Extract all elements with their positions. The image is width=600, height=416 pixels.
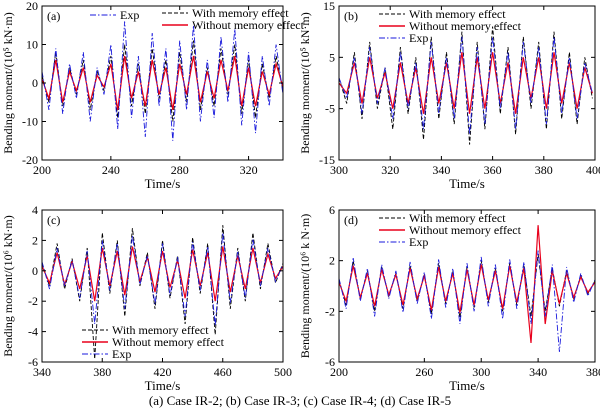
series-line-without [42,246,283,302]
y-tick-label: -6 [28,355,38,369]
legend-label-with: With memory effect [409,211,506,225]
y-tick-label: 6 [329,203,335,217]
y-tick-label: -5 [325,102,335,116]
series-group [339,225,595,352]
y-tick-label: 4 [32,203,38,217]
x-tick-label: 340 [432,163,450,177]
x-tick-label: 300 [472,365,490,379]
legend-label-with: With memory effect [112,323,209,337]
y-tick-label: 2 [329,254,335,268]
figure-caption: (a) Case IR-2; (b) Case IR-3; (c) Case I… [148,393,452,408]
x-tick-label: 380 [535,163,553,177]
x-axis-label: Time/s [449,176,485,191]
legend-label-with: With memory effect [192,6,289,20]
y-tick-label: 20 [26,0,38,13]
series-line-exp [42,232,283,326]
x-tick-label: 460 [214,365,232,379]
y-tick-label: 15 [323,0,335,13]
y-axis-label: Bending moment/(10⁶ k N·m) [298,214,312,359]
series-group [339,26,593,145]
x-tick-label: 320 [381,163,399,177]
x-tick-label: 340 [529,365,547,379]
legend-label-without: Without memory effect [192,18,305,32]
legend-label-without: Without memory effect [112,335,225,349]
y-tick-label: -2 [28,294,38,308]
series-line-exp [339,250,595,352]
x-axis-label: Time/s [449,378,485,393]
chart-panel-1: 200 240 280 320 -20 -10 0 10 20 Time/s Bending mom… [1,0,305,191]
series-line-exp [339,36,593,135]
panel-label: (b) [344,9,358,23]
plot-frame [338,209,596,363]
x-tick-label: 260 [415,365,433,379]
plot-frame [338,5,596,161]
x-axis-label: Time/s [145,176,181,191]
legend-label-without: Without memory effect [409,19,522,33]
y-tick-label: -10 [22,115,38,129]
y-tick-label: 5 [329,50,335,64]
series-line-without [339,225,595,344]
panel-label: (d) [344,213,358,227]
y-tick-label: 0 [32,264,38,278]
y-tick-label: -15 [319,153,335,167]
panel-label: (c) [47,213,60,227]
x-tick-label: 300 [330,163,348,177]
legend-label-without: Without memory effect [409,223,522,237]
x-tick-label: 200 [330,365,348,379]
legend-label-exp: Exp [409,31,428,45]
y-axis-label: Bending moment/(10⁵ kN·m) [298,12,312,154]
legend-label-exp: Exp [409,235,428,249]
y-tick-label: 2 [32,233,38,247]
panel-label: (a) [47,9,60,23]
x-tick-label: 380 [586,365,600,379]
y-tick-label: -6 [325,355,335,369]
chart-panel-4: 200 260 300 340 380 -6 -2 2 6 Time/s Bending momen… [298,203,600,393]
series-line-without [42,55,283,110]
y-tick-label: -2 [325,304,335,318]
y-tick-label: 0 [32,76,38,90]
y-tick-label: 10 [26,38,38,52]
x-tick-label: 400 [586,163,600,177]
y-axis-label: Bending moment/(10⁶ kN·m) [1,215,15,357]
legend-label-with: With memory effect [409,7,506,21]
y-tick-label: -20 [22,153,38,167]
x-axis-label: Time/s [145,378,181,393]
x-tick-label: 380 [93,365,111,379]
series-line-exp [42,21,283,141]
series-group [42,21,283,141]
chart-panel-3: 340 380 420 460 500 -6 -4 -2 0 2 4 Time/s Bending mo… [1,203,292,393]
x-tick-label: 280 [171,163,189,177]
chart-panel-2: 300 320 340 360 380 400 -15 -5 5 15 Time/s Bending … [298,0,600,191]
series-group [42,225,283,360]
x-tick-label: 500 [274,365,292,379]
x-tick-label: 340 [33,365,51,379]
x-tick-label: 320 [240,163,258,177]
legend-label-exp: Exp [112,347,131,361]
x-tick-label: 360 [484,163,502,177]
legend-label-exp: Exp [120,8,139,22]
x-tick-label: 240 [102,163,120,177]
y-axis-label: Bending moment/(10⁵ kN·m) [1,12,15,154]
x-tick-label: 200 [33,163,51,177]
y-tick-label: -4 [28,325,38,339]
x-tick-label: 420 [154,365,172,379]
